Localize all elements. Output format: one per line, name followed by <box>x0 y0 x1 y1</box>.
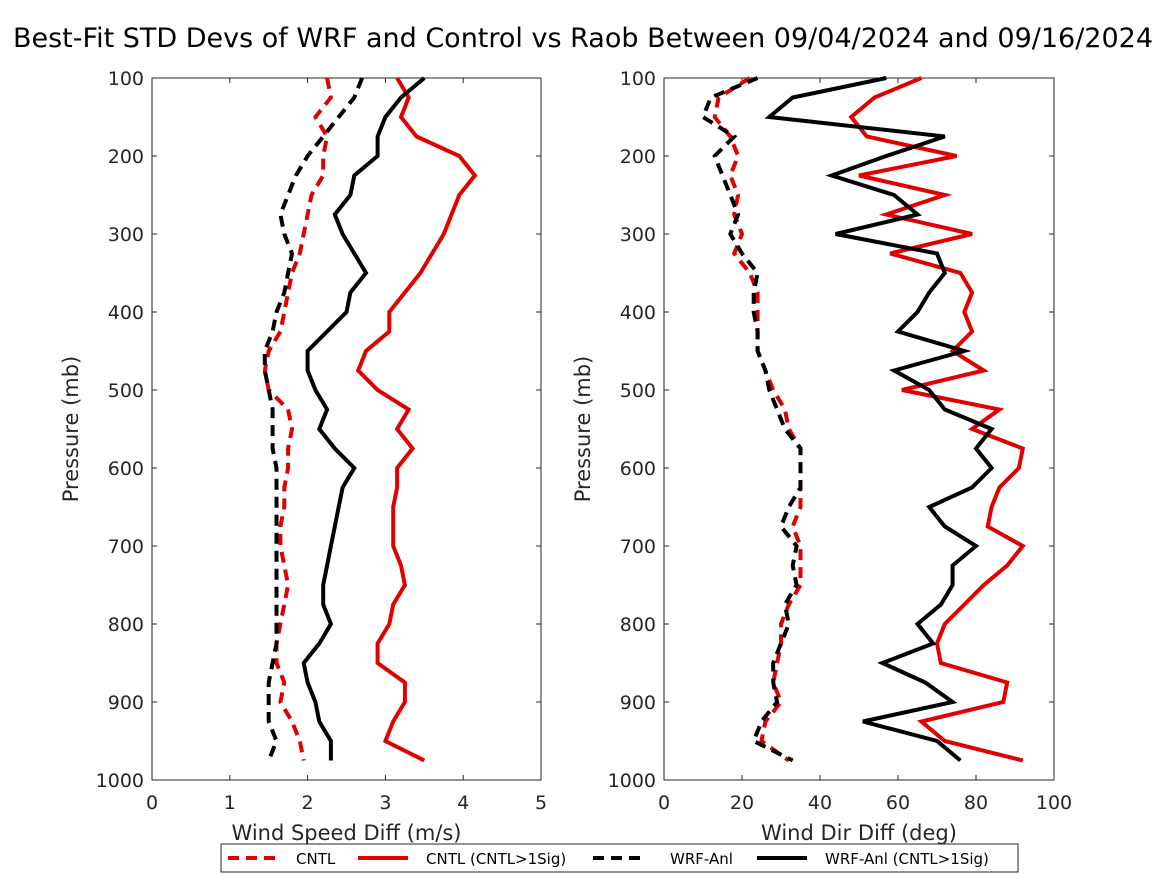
axes-box <box>151 77 542 781</box>
x-tick-label: 20 <box>730 792 754 814</box>
series-line-3 <box>262 77 364 762</box>
x-tick-label: 5 <box>535 792 547 814</box>
y-tick-label: 600 <box>620 458 656 480</box>
y-axis-label: Pressure (mb) <box>59 356 83 503</box>
x-tick-label: 2 <box>302 792 314 814</box>
y-tick-label: 1000 <box>96 770 144 792</box>
panel-2: 0 20 40 60 80 100 100 200 300 400 500 600 700 800 900 1… <box>571 68 1072 845</box>
y-tick-label: 800 <box>108 614 144 636</box>
legend-label-4: WRF-Anl (CNTL>1Sig) <box>825 850 989 868</box>
y-tick-label: 700 <box>108 536 144 558</box>
legend-label-3: WRF-Anl <box>670 850 733 868</box>
y-tick-label: 800 <box>620 614 656 636</box>
legend-label-1: CNTL <box>296 850 336 868</box>
series-line-4 <box>764 76 995 763</box>
chart-title: Best-Fit STD Devs of WRF and Control vs … <box>13 23 1153 54</box>
series-line-2 <box>848 76 1026 763</box>
legend-label-2: CNTL (CNTL>1Sig) <box>426 850 566 868</box>
series-line-3 <box>700 76 803 763</box>
y-tick-label: 100 <box>620 68 656 90</box>
series-line-4 <box>301 76 426 761</box>
y-tick-label: 500 <box>108 380 144 402</box>
y-tick-label: 300 <box>620 224 656 246</box>
x-tick-label: 60 <box>886 792 910 814</box>
x-tick-label: 40 <box>808 792 832 814</box>
x-tick-label: 4 <box>457 792 469 814</box>
chart-panels: 0 1 2 3 4 51002003004005006007008009001000Win… <box>59 68 1072 845</box>
series-line-2 <box>355 76 478 763</box>
x-tick-label: 1 <box>224 792 236 814</box>
y-tick-label: 400 <box>620 302 656 324</box>
legend: CNTL CNTL (CNTL>1Sig) WRF-Anl WRF-Anl (CNTL… <box>220 843 1019 873</box>
x-tick-label: 3 <box>379 792 391 814</box>
series-line-1 <box>262 77 334 761</box>
y-tick-label: 200 <box>108 146 144 168</box>
y-tick-label: 900 <box>620 692 656 714</box>
x-tick-label: 0 <box>146 792 158 814</box>
series-line-1 <box>712 76 803 763</box>
y-tick-label: 200 <box>620 146 656 168</box>
y-tick-label: 600 <box>108 458 144 480</box>
axes-box <box>663 77 1055 781</box>
y-tick-label: 500 <box>620 380 656 402</box>
y-tick-label: 700 <box>620 536 656 558</box>
y-tick-label: 300 <box>108 224 144 246</box>
x-tick-label: 80 <box>964 792 988 814</box>
y-axis-label: Pressure (mb) <box>571 356 595 503</box>
y-tick-label: 100 <box>108 68 144 90</box>
y-tick-label: 1000 <box>608 770 656 792</box>
panel-1: 0 1 2 3 4 5 100 200 300 400 500 600 700 800 900 1000 Win… <box>59 68 547 845</box>
x-tick-label: 0 <box>658 792 670 814</box>
y-tick-label: 400 <box>108 302 144 324</box>
x-axis-label: Wind Speed Diff (m/s) <box>232 821 462 845</box>
y-tick-label: 900 <box>108 692 144 714</box>
x-tick-label: 100 <box>1036 792 1072 814</box>
x-axis-label: Wind Dir Diff (deg) <box>761 821 957 845</box>
